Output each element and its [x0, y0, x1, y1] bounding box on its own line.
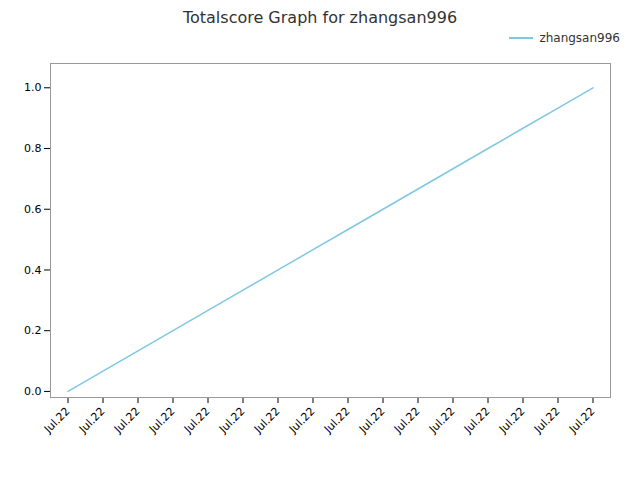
svg-text:Jul.22: Jul.22: [426, 405, 458, 437]
svg-text:0.8: 0.8: [24, 142, 42, 155]
svg-text:Jul.22: Jul.22: [251, 405, 283, 437]
svg-text:Jul.22: Jul.22: [391, 405, 423, 437]
svg-text:Jul.22: Jul.22: [286, 405, 318, 437]
html-text:Totalscore Graph for zhangsan9: Totalscore Graph for zhangsan996: [182, 8, 458, 27]
svg-text:Jul.22: Jul.22: [181, 405, 213, 437]
svg-text:Jul.22: Jul.22: [76, 405, 108, 437]
svg-text:Jul.22: Jul.22: [566, 405, 598, 437]
svg-text:0.6: 0.6: [24, 203, 42, 216]
svg-text:Jul.22: Jul.22: [356, 405, 388, 437]
svg-text:1.0: 1.0: [24, 81, 42, 94]
svg-text:0.2: 0.2: [24, 324, 42, 337]
html-text:zhangsan996: zhangsan996: [539, 31, 620, 45]
svg-text:Jul.22: Jul.22: [531, 405, 563, 437]
svg-text:0.0: 0.0: [24, 385, 42, 398]
svg-text:Jul.22: Jul.22: [111, 405, 143, 437]
svg-text:Jul.22: Jul.22: [461, 405, 493, 437]
svg-text:0.4: 0.4: [24, 263, 42, 276]
svg-text:Jul.22: Jul.22: [146, 405, 178, 437]
svg-text:Jul.22: Jul.22: [41, 405, 73, 437]
svg-text:Jul.22: Jul.22: [321, 405, 353, 437]
svg-text:Jul.22: Jul.22: [216, 405, 248, 437]
svg-text:Jul.22: Jul.22: [496, 405, 528, 437]
